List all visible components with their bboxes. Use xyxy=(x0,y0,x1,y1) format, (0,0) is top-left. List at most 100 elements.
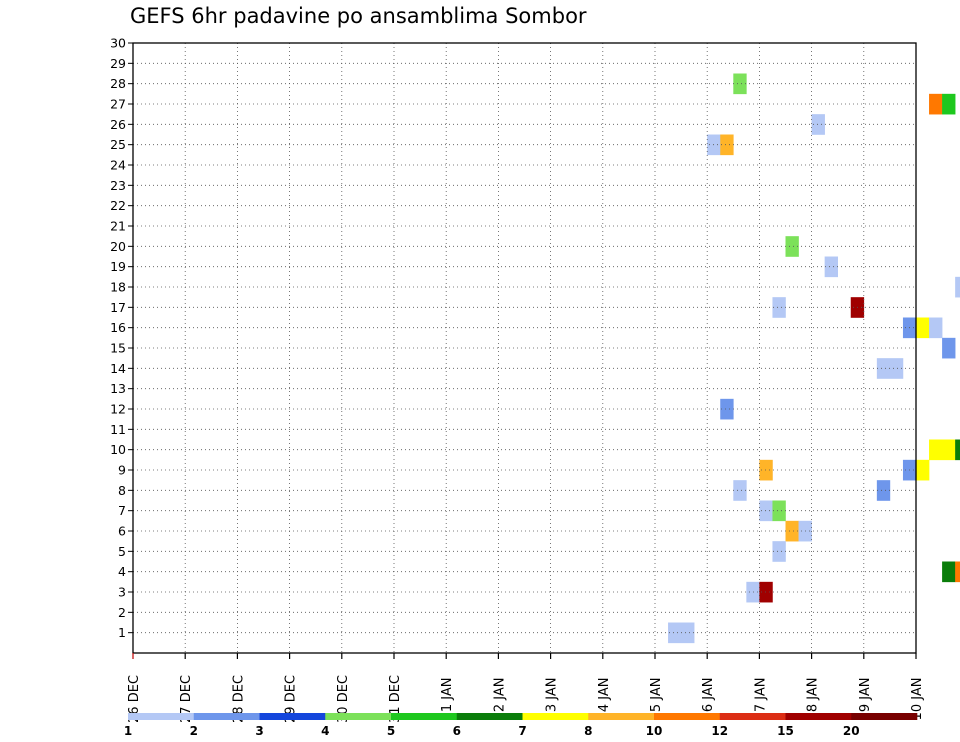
y-tick-label: 16 xyxy=(110,320,126,335)
y-tick-label: 7 xyxy=(118,503,126,518)
y-tick-label: 10 xyxy=(110,442,126,457)
x-tick-label: 02 JAN xyxy=(492,678,507,721)
y-tick-label: 29 xyxy=(110,56,126,71)
heatmap-cell xyxy=(942,337,956,359)
y-tick-label: 1 xyxy=(118,625,126,640)
legend-level-label: 10 xyxy=(646,724,663,738)
x-tick-label: 09 JAN xyxy=(858,678,873,721)
x-tick-label: 07 JAN xyxy=(753,678,768,721)
y-tick-label: 25 xyxy=(110,137,126,152)
x-tick-label: 26 DEC xyxy=(127,675,142,723)
heatmap-cell xyxy=(720,398,734,420)
plot-frame xyxy=(132,42,917,654)
y-tick-label: 12 xyxy=(110,402,126,417)
legend-color-swatch xyxy=(128,713,195,720)
legend-color-swatch xyxy=(456,713,523,720)
y-tick-label: 6 xyxy=(118,524,126,539)
legend-level-label: 15 xyxy=(777,724,794,738)
y-tick-label: 19 xyxy=(110,259,126,274)
heatmap-cell xyxy=(733,480,747,501)
heatmap-cell xyxy=(876,480,891,501)
y-tick-label: 11 xyxy=(110,422,126,437)
y-tick-label: 26 xyxy=(110,117,126,132)
heatmap-cell xyxy=(785,520,799,542)
y-tick-label: 28 xyxy=(110,76,126,91)
heatmap-cell xyxy=(942,561,956,583)
legend-color-swatch xyxy=(654,713,721,720)
y-tick-label: 27 xyxy=(110,97,126,112)
heatmap-cell xyxy=(916,317,930,339)
x-tick-label: 28 DEC xyxy=(231,675,246,723)
heatmap-cell xyxy=(772,541,786,562)
heatmap-cell xyxy=(733,73,747,95)
legend-level-label: 6 xyxy=(453,724,461,738)
x-tick-label: 31 DEC xyxy=(388,675,403,723)
legend-level-label: 8 xyxy=(584,724,592,738)
y-tick-label: 17 xyxy=(110,300,126,315)
legend-level-label: 3 xyxy=(255,724,263,738)
legend-level-label: 5 xyxy=(387,724,395,738)
legend-level-label: 12 xyxy=(711,724,728,738)
x-tick-label: 30 DEC xyxy=(336,675,351,723)
legend-level-label: 7 xyxy=(518,724,526,738)
heatmap-cell xyxy=(929,93,943,115)
y-tick-label: 22 xyxy=(110,198,126,213)
legend-level-label: 20 xyxy=(843,724,860,738)
heatmap-cell xyxy=(811,114,825,135)
x-tick-label: 06 JAN xyxy=(701,678,716,721)
y-tick-label: 3 xyxy=(118,585,126,600)
legend-color-swatch xyxy=(391,713,458,720)
heatmap-cell xyxy=(720,134,734,156)
legend-color-swatch xyxy=(193,713,260,720)
heatmap-cell xyxy=(759,459,773,481)
legend-color-swatch xyxy=(785,713,852,720)
heatmap-cell xyxy=(772,297,786,318)
y-tick-label: 15 xyxy=(110,341,126,356)
y-tick-label: 4 xyxy=(118,564,126,579)
legend-color-swatch xyxy=(259,713,326,720)
x-tick-label: 01 JAN xyxy=(440,678,455,721)
heatmap-cell xyxy=(929,317,943,339)
heatmap-cell xyxy=(942,93,956,115)
y-tick-label: 21 xyxy=(110,219,126,234)
heatmap-cell xyxy=(876,358,904,379)
y-tick-label: 20 xyxy=(110,239,126,254)
x-tick-label: 10 JAN xyxy=(910,678,925,721)
legend-color-swatch xyxy=(719,713,786,720)
x-tick-label: 05 JAN xyxy=(649,678,664,721)
heatmap-cell xyxy=(772,500,786,522)
heatmap-cell xyxy=(759,581,773,603)
heatmap-cell xyxy=(955,276,960,298)
heatmap-cell xyxy=(916,459,930,481)
y-tick-label: 18 xyxy=(110,280,126,295)
x-tick-label: 27 DEC xyxy=(179,675,194,723)
x-tick-label: 08 JAN xyxy=(806,678,821,721)
x-tick-label: 03 JAN xyxy=(545,678,560,721)
legend-color-swatch xyxy=(522,713,589,720)
heatmap-cell xyxy=(759,500,773,522)
y-tick-label: 24 xyxy=(110,158,126,173)
legend-color-swatch xyxy=(325,713,392,720)
legend-level-label: 1 xyxy=(124,724,132,738)
x-tick-label: 04 JAN xyxy=(597,678,612,721)
chart-title: GEFS 6hr padavine po ansamblima Sombor xyxy=(130,4,587,28)
legend-color-swatch xyxy=(588,713,655,720)
heatmap-cell xyxy=(785,236,799,257)
y-tick-label: 5 xyxy=(118,544,126,559)
x-tick-label: 29 DEC xyxy=(284,675,299,723)
legend-color-swatch xyxy=(851,713,918,720)
y-tick-label: 13 xyxy=(110,381,126,396)
legend-level-label: 4 xyxy=(321,724,329,738)
heatmap-cell xyxy=(824,256,838,278)
legend-level-label: 2 xyxy=(190,724,198,738)
y-tick-label: 30 xyxy=(110,36,126,51)
y-tick-label: 9 xyxy=(118,463,126,478)
heatmap-cell xyxy=(955,561,960,583)
y-tick-label: 2 xyxy=(118,605,126,620)
heatmap-cell xyxy=(955,439,960,461)
heatmap-cell xyxy=(929,439,956,461)
y-tick-label: 14 xyxy=(110,361,126,376)
y-tick-label: 8 xyxy=(118,483,126,498)
y-tick-label: 23 xyxy=(110,178,126,193)
